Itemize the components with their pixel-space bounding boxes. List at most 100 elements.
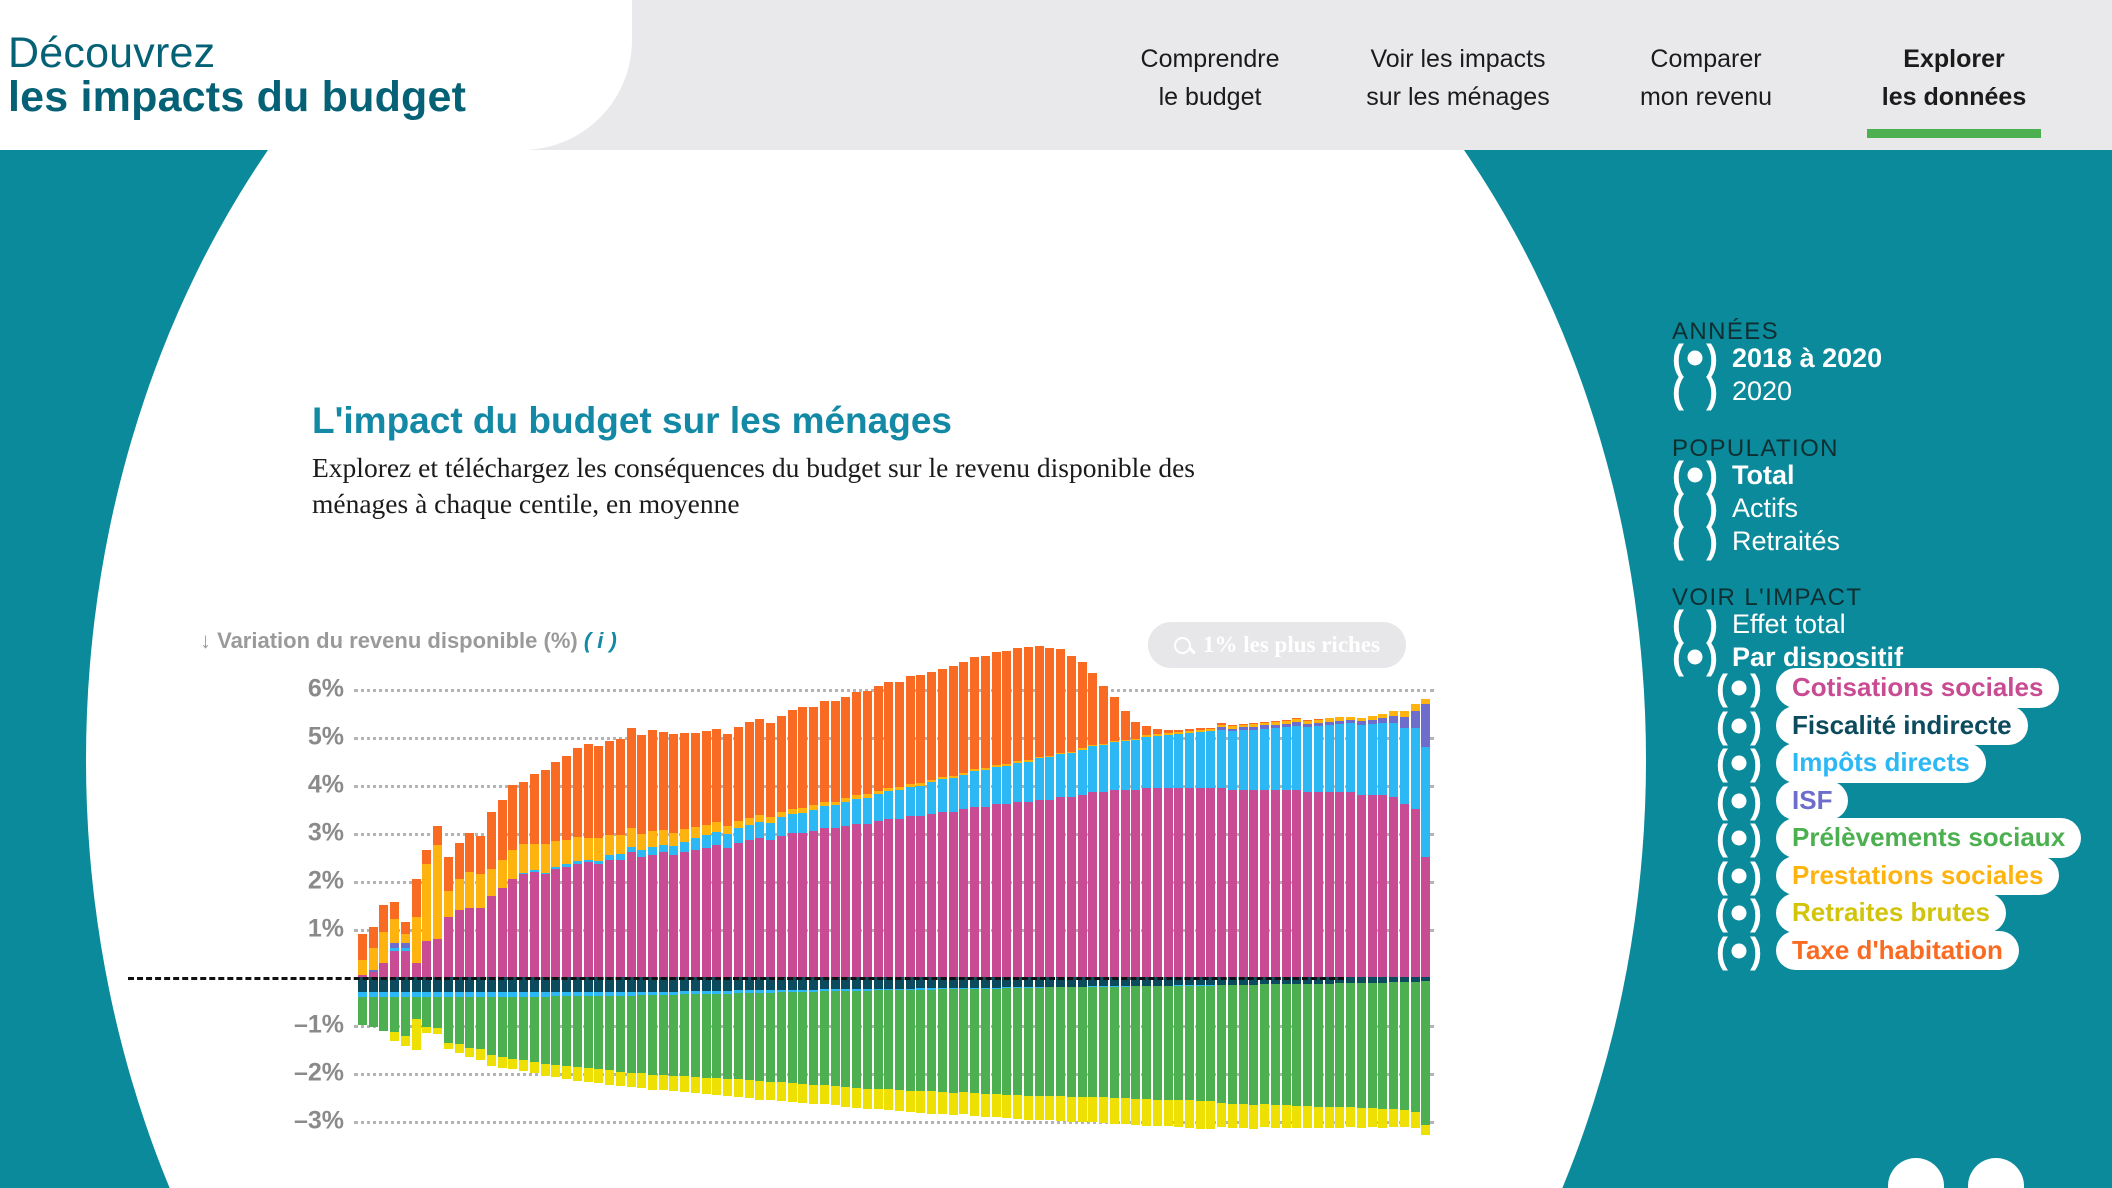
bar-centile[interactable] bbox=[980, 655, 990, 1150]
bar-centile[interactable] bbox=[1034, 646, 1044, 1150]
bar-centile[interactable] bbox=[1120, 670, 1130, 1150]
bar-centile[interactable] bbox=[937, 668, 947, 1150]
radio-icon[interactable]: () bbox=[1672, 455, 1718, 495]
nav-item-3[interactable]: Comparer mon revenu bbox=[1582, 30, 1830, 116]
bar-centile[interactable] bbox=[1249, 670, 1259, 1150]
bar-centile[interactable] bbox=[1270, 670, 1280, 1150]
bar-centile[interactable] bbox=[390, 670, 400, 1150]
y-axis-info-icon[interactable]: ( i ) bbox=[583, 628, 617, 653]
bar-centile[interactable] bbox=[1378, 670, 1388, 1150]
bar-centile[interactable] bbox=[927, 670, 937, 1150]
bar-centile[interactable] bbox=[379, 670, 389, 1150]
bar-centile[interactable] bbox=[712, 670, 722, 1150]
top-percent-badge[interactable]: 1% les plus riches bbox=[1148, 622, 1406, 668]
bar-centile[interactable] bbox=[1099, 670, 1109, 1150]
sidebar-option-par-dispositif[interactable]: () Par dispositif bbox=[1672, 637, 1903, 677]
bar-centile[interactable] bbox=[465, 670, 475, 1150]
sidebar-option-actifs[interactable]: () Actifs bbox=[1672, 488, 1798, 528]
bar-centile[interactable] bbox=[540, 670, 550, 1150]
bar-centile[interactable] bbox=[400, 670, 410, 1150]
bar-centile[interactable] bbox=[1045, 647, 1055, 1150]
bar-centile[interactable] bbox=[776, 670, 786, 1150]
bar-centile[interactable] bbox=[970, 656, 980, 1150]
bar-centile[interactable] bbox=[1142, 670, 1152, 1150]
bar-centile[interactable] bbox=[787, 670, 797, 1150]
radio-icon[interactable]: () bbox=[1716, 931, 1762, 971]
nav-item-2[interactable]: Voir les impacts sur les ménages bbox=[1334, 30, 1582, 116]
bar-centile[interactable] bbox=[1152, 670, 1162, 1150]
bar-centile[interactable] bbox=[1174, 670, 1184, 1150]
bar-centile[interactable] bbox=[873, 670, 883, 1150]
sidebar-option-2018-2020[interactable]: () 2018 à 2020 bbox=[1672, 338, 1882, 378]
radio-icon[interactable]: () bbox=[1716, 706, 1762, 746]
bar-centile[interactable] bbox=[1335, 670, 1345, 1150]
bar-centile[interactable] bbox=[476, 670, 486, 1150]
bar-centile[interactable] bbox=[422, 670, 432, 1150]
bar-centile[interactable] bbox=[1421, 670, 1431, 1150]
bar-centile[interactable] bbox=[1410, 670, 1420, 1150]
bar-centile[interactable] bbox=[1303, 670, 1313, 1150]
dispositif-option-taxe-d-habitation[interactable]: () Taxe d'habitation bbox=[1716, 930, 2019, 971]
radio-icon[interactable]: () bbox=[1672, 604, 1718, 644]
bar-centile[interactable] bbox=[508, 670, 518, 1150]
dispositif-option-retraites-brutes[interactable]: () Retraites brutes bbox=[1716, 893, 2006, 933]
dispositif-option-cotisations-sociales[interactable]: () Cotisations sociales bbox=[1716, 668, 2060, 708]
dispositif-option-imp-ts-directs[interactable]: () Impôts directs bbox=[1716, 743, 1986, 783]
bar-centile[interactable] bbox=[798, 670, 808, 1150]
bar-centile[interactable] bbox=[486, 670, 496, 1150]
bar-centile[interactable] bbox=[1238, 670, 1248, 1150]
bar-centile[interactable] bbox=[443, 670, 453, 1150]
bar-centile[interactable] bbox=[1131, 670, 1141, 1150]
dispositif-option-pr-l-vements-sociaux[interactable]: () Prélèvements sociaux bbox=[1716, 818, 2082, 858]
bar-centile[interactable] bbox=[562, 670, 572, 1150]
bar-centile[interactable] bbox=[690, 670, 700, 1150]
bar-centile[interactable] bbox=[594, 670, 604, 1150]
bar-centile[interactable] bbox=[830, 670, 840, 1150]
bar-centile[interactable] bbox=[519, 670, 529, 1150]
dispositif-option-prestations-sociales[interactable]: () Prestations sociales bbox=[1716, 855, 2060, 896]
radio-icon[interactable]: () bbox=[1716, 856, 1762, 896]
nav-item-1[interactable]: Comprendre le budget bbox=[1086, 30, 1334, 116]
sidebar-option-2020[interactable]: () 2020 bbox=[1672, 371, 1792, 411]
dispositif-option-isf[interactable]: () ISF bbox=[1716, 780, 1849, 821]
bar-centile[interactable] bbox=[895, 670, 904, 1150]
bar-centile[interactable] bbox=[1163, 670, 1173, 1150]
bar-centile[interactable] bbox=[723, 670, 733, 1150]
radio-icon[interactable]: () bbox=[1716, 893, 1762, 933]
radio-icon[interactable]: () bbox=[1716, 668, 1762, 708]
bar-centile[interactable] bbox=[433, 670, 443, 1150]
bar-centile[interactable] bbox=[1056, 649, 1066, 1150]
bar-centile[interactable] bbox=[1206, 670, 1216, 1150]
bar-centile[interactable] bbox=[1324, 670, 1334, 1150]
bar-centile[interactable] bbox=[1313, 670, 1323, 1150]
bar-centile[interactable] bbox=[1013, 648, 1023, 1150]
radio-icon[interactable]: () bbox=[1672, 338, 1718, 378]
bar-centile[interactable] bbox=[669, 670, 679, 1150]
bar-centile[interactable] bbox=[1109, 670, 1119, 1150]
bar-centile[interactable] bbox=[884, 670, 894, 1150]
bar-centile[interactable] bbox=[680, 670, 690, 1150]
radio-icon[interactable]: () bbox=[1716, 781, 1762, 821]
bar-centile[interactable] bbox=[626, 670, 636, 1150]
bar-centile[interactable] bbox=[948, 665, 958, 1150]
radio-icon[interactable]: () bbox=[1672, 488, 1718, 528]
bar-centile[interactable] bbox=[733, 670, 743, 1150]
radio-icon[interactable]: () bbox=[1672, 637, 1718, 677]
bar-centile[interactable] bbox=[1281, 670, 1291, 1150]
bar-centile[interactable] bbox=[647, 670, 657, 1150]
bar-centile[interactable] bbox=[1023, 647, 1033, 1150]
bar-centile[interactable] bbox=[991, 652, 1001, 1150]
bar-centile[interactable] bbox=[551, 670, 561, 1150]
bar-centile[interactable] bbox=[701, 670, 711, 1150]
bar-centile[interactable] bbox=[862, 670, 872, 1150]
bar-centile[interactable] bbox=[658, 670, 668, 1150]
bar-centile[interactable] bbox=[1389, 670, 1399, 1150]
bar-centile[interactable] bbox=[1088, 670, 1098, 1150]
sidebar-option-effet-total[interactable]: () Effet total bbox=[1672, 604, 1846, 644]
bar-centile[interactable] bbox=[497, 670, 507, 1150]
dispositif-option-fiscalit-indirecte[interactable]: () Fiscalité indirecte bbox=[1716, 705, 2028, 746]
bar-centile[interactable] bbox=[1346, 670, 1356, 1150]
bar-centile[interactable] bbox=[637, 670, 647, 1150]
bar-centile[interactable] bbox=[852, 670, 862, 1150]
bar-centile[interactable] bbox=[905, 670, 915, 1150]
